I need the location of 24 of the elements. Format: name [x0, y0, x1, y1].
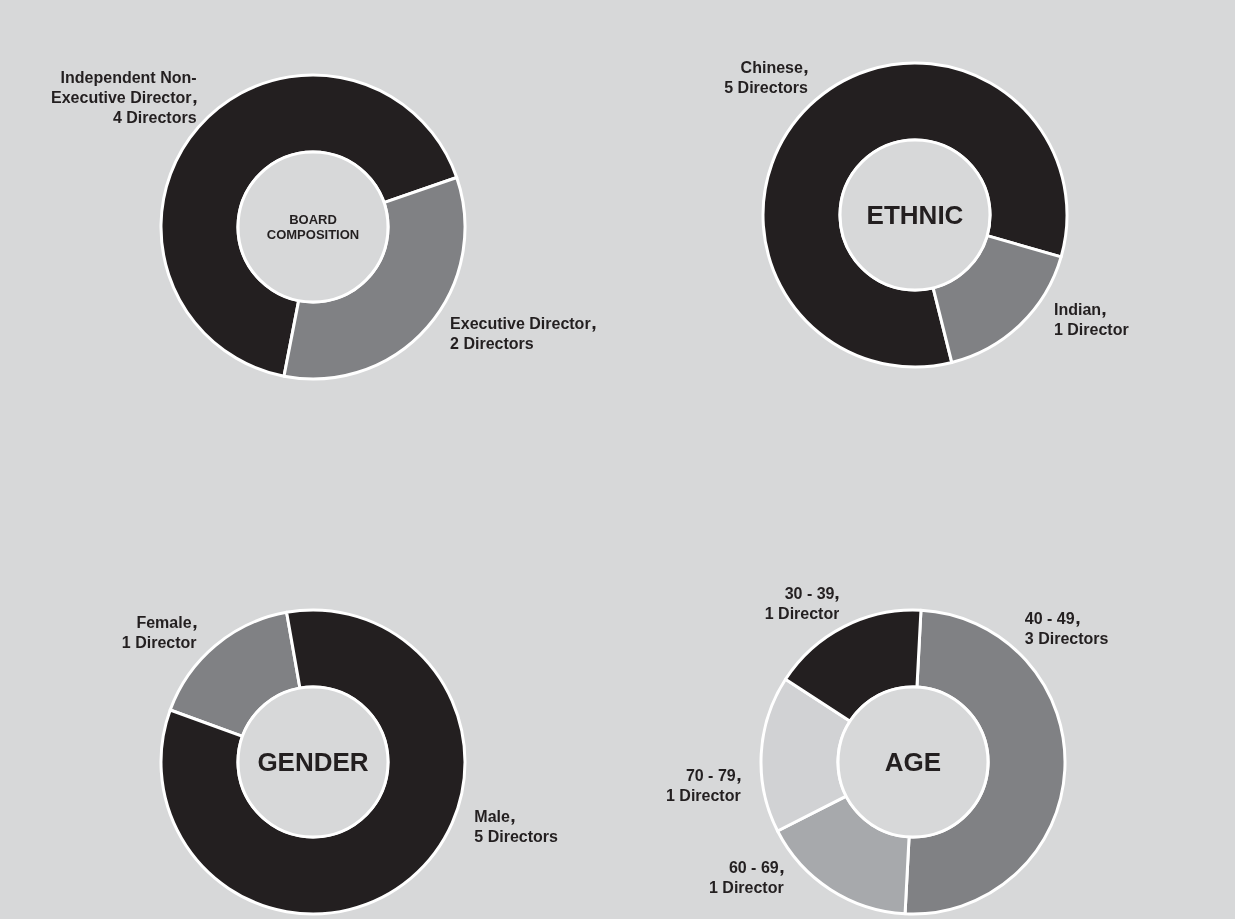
slice-label: 70 - 79 [684, 766, 737, 787]
slice-label: Indian [1053, 299, 1103, 320]
legend-label: Male [474, 807, 511, 828]
data-label: 1 Director [121, 632, 197, 653]
legend-label: Chinese [739, 57, 804, 78]
data-label: 2 Directors [450, 334, 535, 355]
slice-label: Independent Non-Executive Director [50, 67, 197, 108]
data-label: 1 Director [1053, 319, 1129, 340]
slice-label: Executive Director [450, 314, 592, 335]
data-label: 1 Director [665, 786, 741, 807]
data-label: 4 Directors [111, 107, 197, 128]
data-label: 5 Directors [724, 77, 808, 98]
text: GENDER [257, 747, 369, 778]
data-label: 1 Director [708, 878, 784, 899]
text: AGE [884, 747, 942, 778]
text: ETHNIC [866, 200, 964, 231]
data-label: 5 Directors [474, 827, 558, 848]
legend-label: 30 - 39 [783, 584, 836, 605]
slice-label: 40 - 49 [1024, 608, 1076, 629]
slice-label: 60 - 69 [727, 858, 780, 879]
slice-label: Female [135, 612, 193, 633]
text: BOARD COMPOSITION [266, 211, 360, 243]
data-label: 1 Director [764, 604, 840, 625]
data-label: 3 Directors [1024, 628, 1109, 649]
